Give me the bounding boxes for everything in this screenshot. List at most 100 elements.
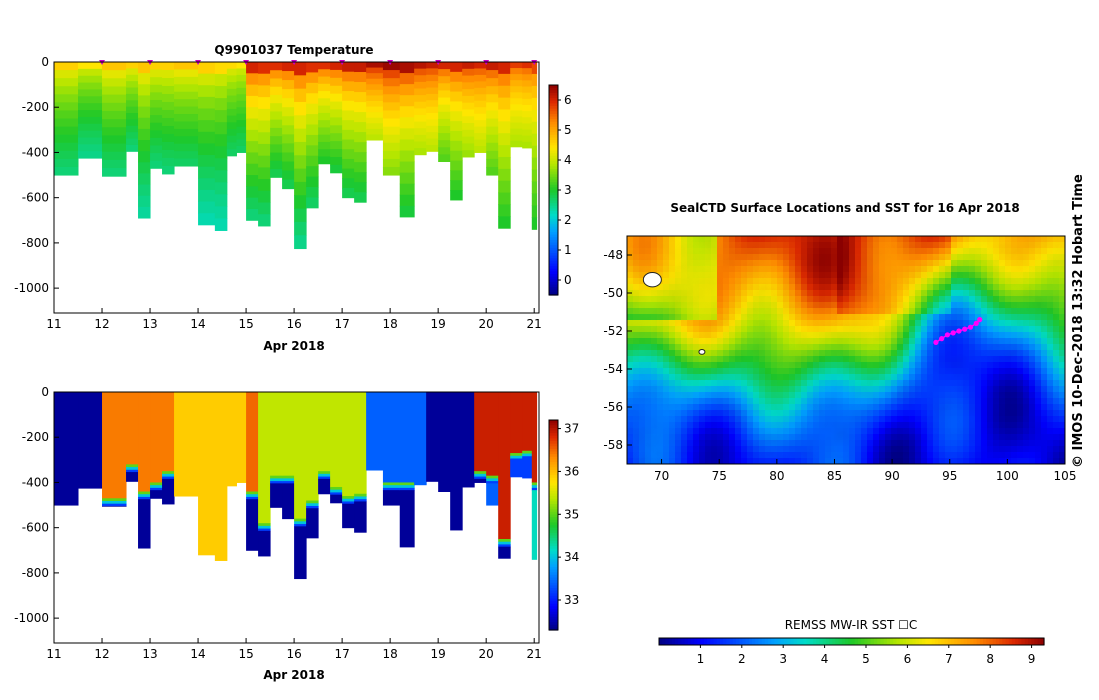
- salinity-cell: [330, 494, 343, 504]
- temperature-cell: [498, 180, 511, 194]
- temperature-cell: [318, 141, 331, 150]
- map-ytick-label: -58: [603, 438, 623, 452]
- temperature-colorbar-swatch: [549, 211, 558, 215]
- temperature-cell: [174, 128, 199, 137]
- sst-colorbar-swatch: [918, 638, 923, 645]
- temperature-cell: [462, 150, 475, 158]
- temperature-cell: [522, 129, 533, 137]
- salinity-cell: [126, 469, 139, 473]
- temperature-cell: [102, 110, 127, 120]
- temperature-cell: [474, 68, 487, 76]
- salinity-cell: [486, 475, 499, 479]
- salinity-ytick-label: -1000: [14, 611, 49, 625]
- temperature-colorbar-swatch: [549, 150, 558, 154]
- temperature-cell: [236, 100, 247, 108]
- salinity-cell: [426, 392, 439, 482]
- temperature-colorbar-swatch: [549, 95, 558, 99]
- track-point: [977, 317, 983, 323]
- sst-colorbar-swatch: [742, 638, 747, 645]
- temperature-cell: [354, 62, 367, 73]
- salinity-xlabel: Apr 2018: [263, 668, 324, 682]
- temperature-cell: [426, 144, 439, 152]
- salinity-cell: [102, 392, 127, 499]
- salinity-cell: [306, 500, 319, 504]
- temperature-cell: [414, 128, 427, 136]
- salinity-colorbar-swatch: [549, 572, 558, 576]
- sst-colorbar-swatch: [857, 638, 862, 645]
- salinity-cell: [486, 392, 499, 477]
- salinity-cell: [450, 392, 463, 531]
- temperature-cell: [399, 139, 415, 152]
- sst-colorbar-swatch: [906, 638, 910, 645]
- temperature-cell: [342, 62, 355, 73]
- temperature-cell: [382, 70, 401, 79]
- temperature-cell: [174, 136, 199, 145]
- temperature-cell: [382, 134, 401, 144]
- temperature-colorbar-swatch: [549, 271, 558, 275]
- temperature-colorbar-swatch: [549, 260, 558, 265]
- temperature-cell: [226, 88, 237, 97]
- temperature-cell: [330, 85, 343, 95]
- salinity-colorbar-swatch: [549, 543, 558, 547]
- temperature-cell: [236, 94, 247, 102]
- salinity-colorbar-swatch: [549, 488, 558, 492]
- temperature-cell: [498, 62, 511, 75]
- temperature-cell: [498, 145, 511, 158]
- sst-colorbar-swatch: [970, 638, 975, 645]
- temperature-cell: [306, 187, 319, 198]
- temperature-cell: [78, 82, 103, 90]
- temperature-cell: [366, 123, 384, 130]
- temperature-cell: [162, 85, 175, 95]
- temperature-cell: [522, 98, 533, 106]
- temperature-cell: [246, 107, 259, 120]
- temperature-colorbar-swatch: [549, 242, 558, 246]
- temperature-plot-frame: [53, 61, 540, 314]
- sst-colorbar-swatch: [992, 638, 997, 645]
- temperature-cell: [236, 133, 247, 141]
- sst-colorbar-tick-label: 7: [945, 652, 953, 666]
- salinity-cell: [522, 392, 533, 452]
- temperature-cell: [270, 78, 283, 88]
- sst-colorbar-swatch: [915, 638, 920, 645]
- salinity-cell: [510, 453, 523, 457]
- sst-colorbar-swatch: [995, 638, 1000, 645]
- temperature-cell: [246, 141, 259, 153]
- temperature-cell: [510, 86, 523, 93]
- sst-colorbar-swatch: [960, 638, 965, 645]
- temperature-cell: [382, 94, 401, 103]
- salinity-colorbar-swatch: [549, 532, 558, 537]
- temperature-cell: [226, 149, 237, 157]
- salinity-colorbar-swatch: [549, 462, 558, 466]
- temperature-cell: [150, 130, 163, 139]
- temperature-cell: [162, 149, 175, 159]
- temperature-cell: [450, 190, 463, 201]
- temperature-colorbar: 0 1 2 3 4 5 6: [548, 84, 572, 296]
- sst-colorbar-swatch: [684, 638, 689, 645]
- temperature-cell: [294, 115, 307, 130]
- salinity-cell: [246, 494, 259, 498]
- temperature-cell: [282, 179, 295, 190]
- salinity-cell: [246, 496, 259, 500]
- sst-colorbar-swatch: [803, 638, 808, 645]
- salinity-cell: [102, 503, 127, 507]
- temperature-colorbar-swatch: [549, 100, 558, 104]
- temperature-cell: [450, 121, 463, 132]
- salinity-cell: [138, 499, 151, 549]
- temperature-cell: [531, 85, 538, 99]
- temperature-cell: [474, 126, 487, 134]
- salinity-colorbar-swatch: [549, 582, 558, 586]
- salinity-cell: [522, 453, 533, 457]
- temperature-cell: [486, 62, 499, 71]
- temperature-cell: [282, 80, 295, 90]
- temperature-cell: [306, 145, 319, 157]
- map-ytick-label: -48: [603, 248, 623, 262]
- temperature-colorbar-tick-label: 4: [564, 153, 572, 167]
- temperature-cell: [330, 164, 343, 174]
- salinity-cell: [354, 392, 367, 495]
- temperature-ytick-label: -600: [22, 191, 49, 205]
- temperature-cell: [236, 87, 247, 95]
- island: [698, 349, 706, 355]
- temperature-cell: [138, 95, 151, 108]
- temperature-cell: [54, 118, 79, 128]
- temperature-cell: [150, 62, 163, 71]
